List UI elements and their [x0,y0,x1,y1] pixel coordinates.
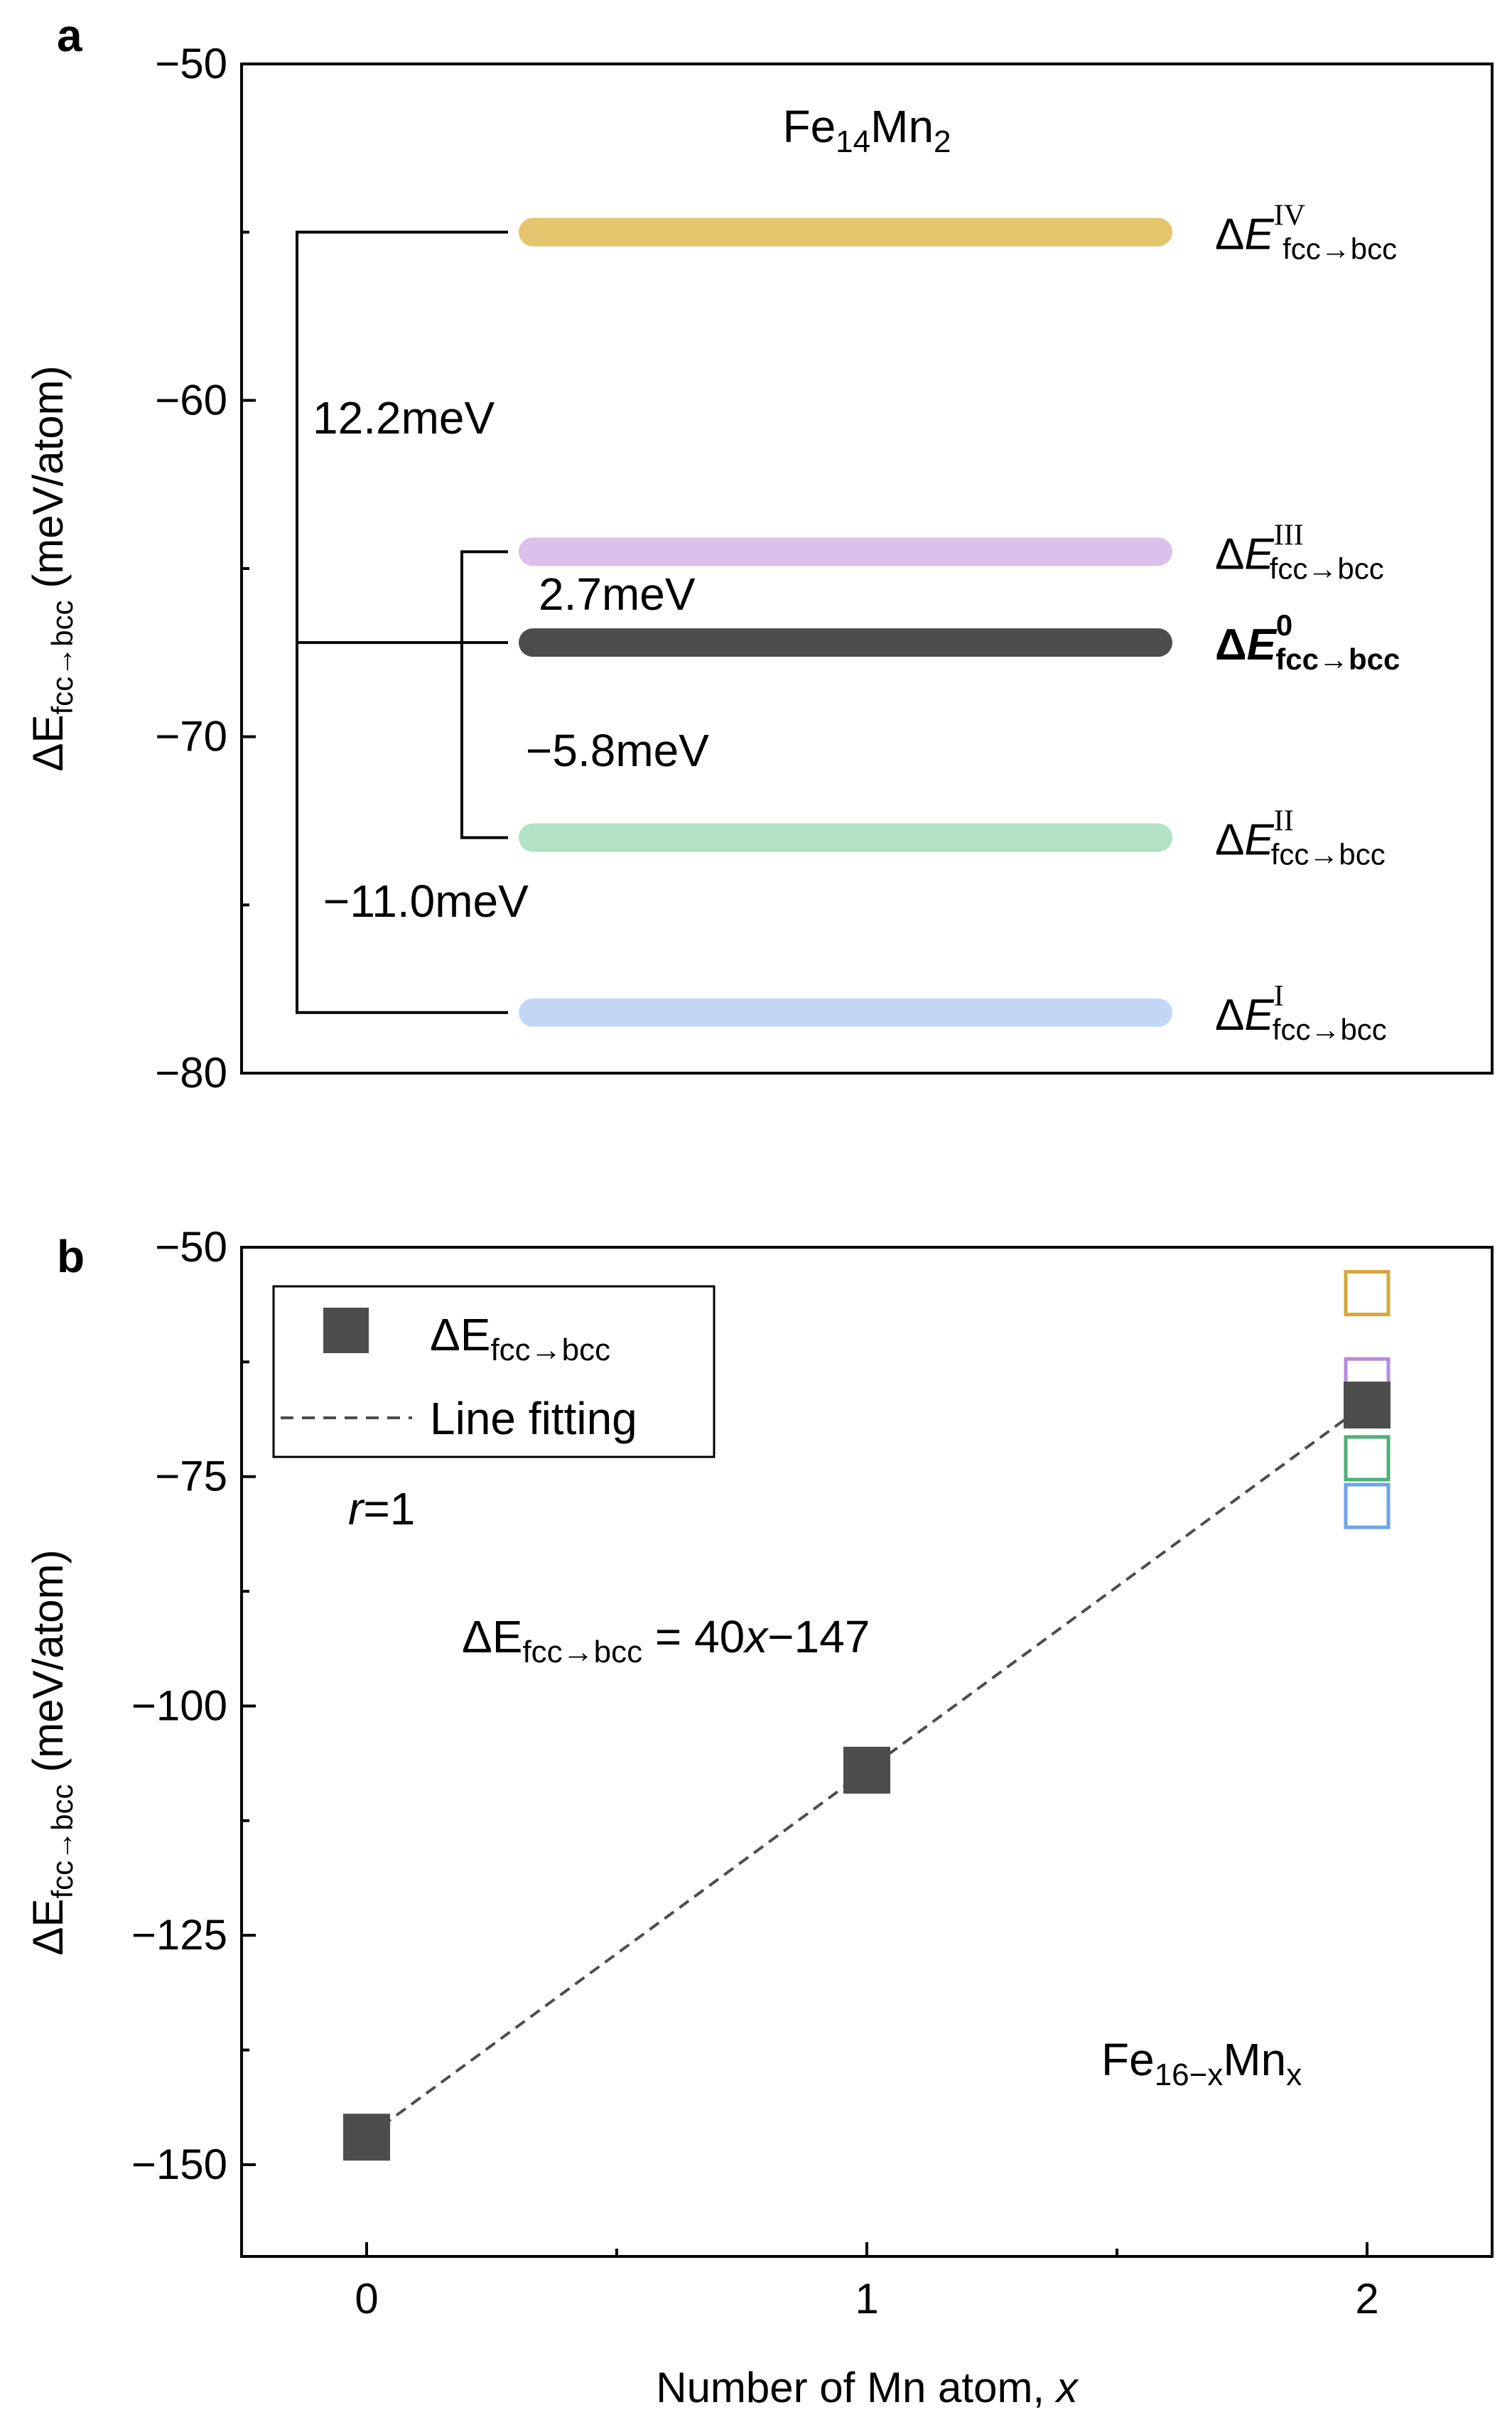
bracket-outer [296,230,508,1014]
panel-b-xtick-label: 2 [1355,2275,1378,2323]
level-label-0: ΔE0 fcc→bcc [1215,608,1400,676]
annotation-neg-5-8mev: −5.8meV [526,725,709,776]
legend: ΔEfcc→bcc Line fitting [272,1285,716,1458]
panel-b-ylabel: ΔEfcc→bcc (meV/atom) [24,1549,79,1955]
level-label-IV: ΔEIV fcc→bcc [1215,200,1397,266]
bracket-inner [460,550,508,839]
legend-entry-delta-e: ΔEfcc→bcc [430,1309,610,1367]
panel-b-xlabel: Number of Mn atom, x [656,2364,1079,2411]
panel-a-ytick-label: −70 [155,713,227,760]
annotation-r-value: r=1 [348,1483,415,1534]
annotation-2-7mev: 2.7meV [539,569,696,620]
panel-b-ytick-label: −150 [131,2141,227,2188]
panel-b-ytick-label: −125 [131,1911,227,1959]
panel-b-ytick-label: −75 [155,1453,227,1500]
data-point [843,1746,890,1794]
annotation-fit-equation: ΔEfcc→bcc = 40x−147 [462,1611,870,1669]
open-marker-0 [1344,1270,1390,1317]
panel-a-ytick-label: −80 [155,1049,227,1097]
panel-a: a ΔEfcc→bcc (meV/atom) Fe14Mn2 12.2meV 2… [24,10,1494,1097]
panel-b: b ΔEfcc→bcc (meV/atom) Number of Mn atom… [24,1223,1494,2411]
legend-entry-line-fitting: Line fitting [430,1393,637,1444]
panel-a-letter: a [57,10,82,61]
level-label-II: ΔEII fcc→bcc [1215,805,1386,871]
panel-b-xtick-label: 1 [855,2275,878,2323]
data-point [343,2114,390,2161]
annotation-12-2mev: 12.2meV [313,392,495,443]
open-marker-3 [1344,1482,1390,1529]
annotation-formula: Fe16−xMnx [1101,2034,1302,2092]
open-marker-2 [1344,1435,1390,1482]
panel-a-title: Fe14Mn2 [782,101,951,159]
annotation-neg-11-0mev: −11.0meV [323,876,529,927]
panel-b-ytick-label: −50 [155,1223,227,1271]
panel-a-ytick-label: −50 [155,40,227,87]
legend-marker-square [323,1308,369,1353]
panel-a-ytick-label: −60 [155,376,227,424]
panel-b-xtick-label: 0 [355,2275,378,2323]
panel-b-letter: b [57,1231,85,1282]
panel-a-brackets [296,230,508,1014]
level-label-III: ΔEIII fcc→bcc [1215,519,1384,585]
panel-b-ytick-label: −100 [131,1681,227,1729]
data-point [1344,1382,1390,1429]
panel-a-ylabel: ΔEfcc→bcc (meV/atom) [24,365,79,771]
level-label-I: ΔEI fcc→bcc [1215,980,1387,1046]
